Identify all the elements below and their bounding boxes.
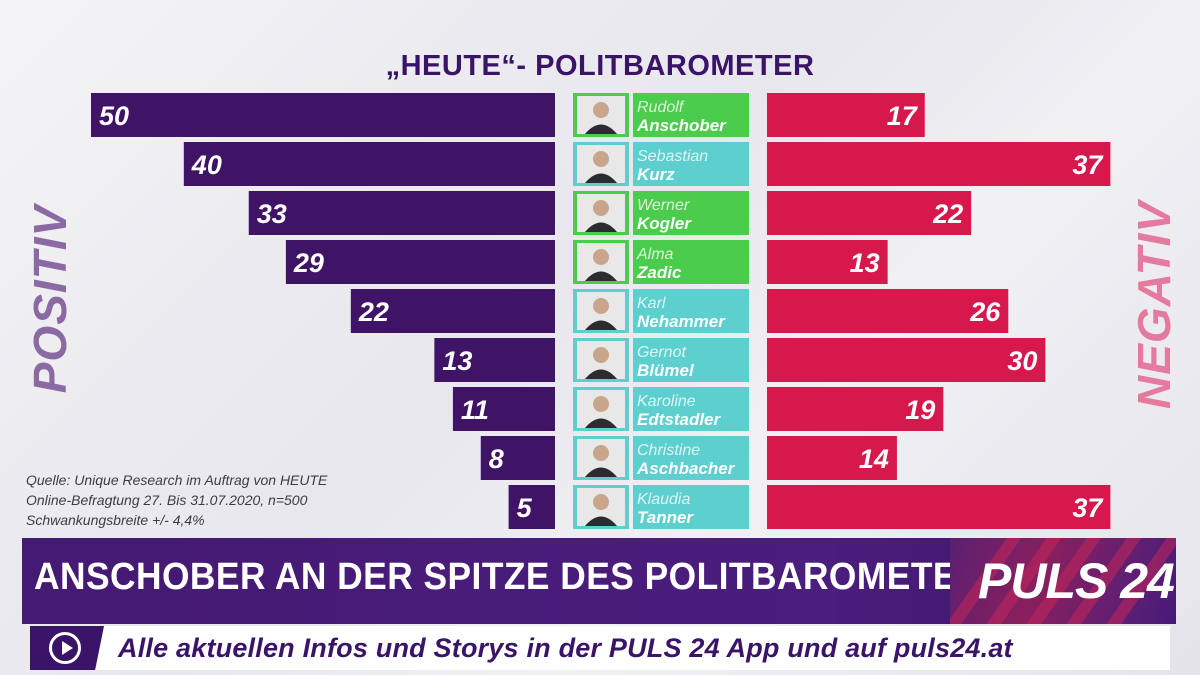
first-name-label: Karoline <box>637 393 696 410</box>
positive-value-label: 13 <box>442 346 472 376</box>
name-box <box>633 485 749 529</box>
portrait-shoulders <box>585 418 617 428</box>
positive-bar <box>350 289 555 333</box>
portrait-head <box>593 445 609 461</box>
first-name-label: Sebastian <box>637 148 708 165</box>
name-box <box>633 191 749 235</box>
first-name-label: Klaudia <box>637 491 690 508</box>
negative-value-label: 13 <box>850 248 880 278</box>
portrait-shoulders <box>585 369 617 379</box>
portrait-head <box>593 494 609 510</box>
negative-bar <box>767 387 944 431</box>
portrait-shoulders <box>585 516 617 526</box>
negative-value-label: 14 <box>859 444 889 474</box>
headline-banner: ANSCHOBER AN DER SPITZE DES POLITBAROMET… <box>22 538 1176 624</box>
positive-value-label: 22 <box>358 297 389 327</box>
name-box <box>633 240 749 284</box>
negative-bar <box>767 93 925 137</box>
positive-value-label: 50 <box>99 101 129 131</box>
last-name-label: Kogler <box>637 214 692 233</box>
positive-value-label: 11 <box>461 395 489 425</box>
last-name-label: Edtstadler <box>637 410 722 429</box>
negative-value-label: 30 <box>1007 346 1037 376</box>
negative-bar <box>767 436 897 480</box>
last-name-label: Blümel <box>637 361 695 380</box>
positive-bar <box>480 436 555 480</box>
negative-bar <box>767 240 888 284</box>
source-line-1: Quelle: Unique Research im Auftrag von H… <box>26 472 328 488</box>
news-ticker: Alle aktuellen Infos und Storys in der P… <box>30 626 1170 670</box>
name-box <box>633 387 749 431</box>
chart-title: „HEUTE“- POLITBAROMETER <box>385 50 815 82</box>
last-name-label: Aschbacher <box>636 459 736 478</box>
source-note: Quelle: Unique Research im Auftrag von H… <box>26 470 327 530</box>
portrait-head <box>593 347 609 363</box>
positive-bar <box>248 191 555 235</box>
negative-value-label: 17 <box>887 101 919 131</box>
portrait-head <box>593 396 609 412</box>
negative-bar <box>767 191 972 235</box>
first-name-label: Gernot <box>637 344 686 361</box>
source-line-3: Schwankungsbreite +/- 4,4% <box>26 512 205 528</box>
positive-value-label: 29 <box>293 248 324 278</box>
positive-bar <box>91 93 555 137</box>
negative-value-label: 37 <box>1072 150 1104 180</box>
positive-value-label: 40 <box>191 150 222 180</box>
negative-value-label: 26 <box>969 297 1001 327</box>
portrait-shoulders <box>585 173 617 183</box>
negative-bar <box>767 289 1009 333</box>
negative-bar <box>767 338 1046 382</box>
positive-value-label: 5 <box>517 493 533 523</box>
positive-bar <box>508 485 555 529</box>
banner-headline: ANSCHOBER AN DER SPITZE DES POLITBAROMET… <box>34 556 1007 598</box>
portrait-shoulders <box>585 320 617 330</box>
name-box <box>633 436 749 480</box>
name-box <box>633 289 749 333</box>
name-box <box>633 93 749 137</box>
portrait-shoulders <box>585 467 617 477</box>
first-name-label: Rudolf <box>637 99 685 116</box>
portrait-head <box>593 151 609 167</box>
puls24-logo: PULS 24 <box>950 538 1176 624</box>
last-name-label: Anschober <box>636 116 727 135</box>
play-icon <box>49 632 81 664</box>
negative-bar <box>767 142 1111 186</box>
positive-bar <box>452 387 555 431</box>
last-name-label: Nehammer <box>637 312 726 331</box>
first-name-label: Christine <box>637 442 700 459</box>
source-line-2: Online-Befragtung 27. Bis 31.07.2020, n=… <box>26 492 308 508</box>
positive-bar <box>285 240 555 284</box>
last-name-label: Zadic <box>636 263 682 282</box>
name-box <box>633 338 749 382</box>
first-name-label: Alma <box>636 246 674 263</box>
ticker-text: Alle aktuellen Infos und Storys in der P… <box>118 633 1013 663</box>
negative-value-label: 19 <box>905 395 935 425</box>
play-button[interactable] <box>30 626 104 670</box>
last-name-label: Tanner <box>637 508 694 527</box>
first-name-label: Werner <box>637 197 690 214</box>
positive-value-label: 33 <box>257 199 287 229</box>
positive-value-label: 8 <box>489 444 504 474</box>
positive-bar <box>183 142 556 186</box>
portrait-shoulders <box>585 222 617 232</box>
negative-value-label: 37 <box>1072 493 1104 523</box>
portrait-head <box>593 298 609 314</box>
negative-value-label: 22 <box>932 199 963 229</box>
portrait-shoulders <box>585 271 617 281</box>
portrait-head <box>593 200 609 216</box>
negative-bar <box>767 485 1111 529</box>
last-name-label: Kurz <box>637 165 675 184</box>
portrait-head <box>593 249 609 265</box>
portrait-head <box>593 102 609 118</box>
positive-bar <box>434 338 555 382</box>
first-name-label: Karl <box>637 295 666 312</box>
portrait-shoulders <box>585 124 617 134</box>
logo-text: PULS 24 <box>978 553 1175 609</box>
name-box <box>633 142 749 186</box>
